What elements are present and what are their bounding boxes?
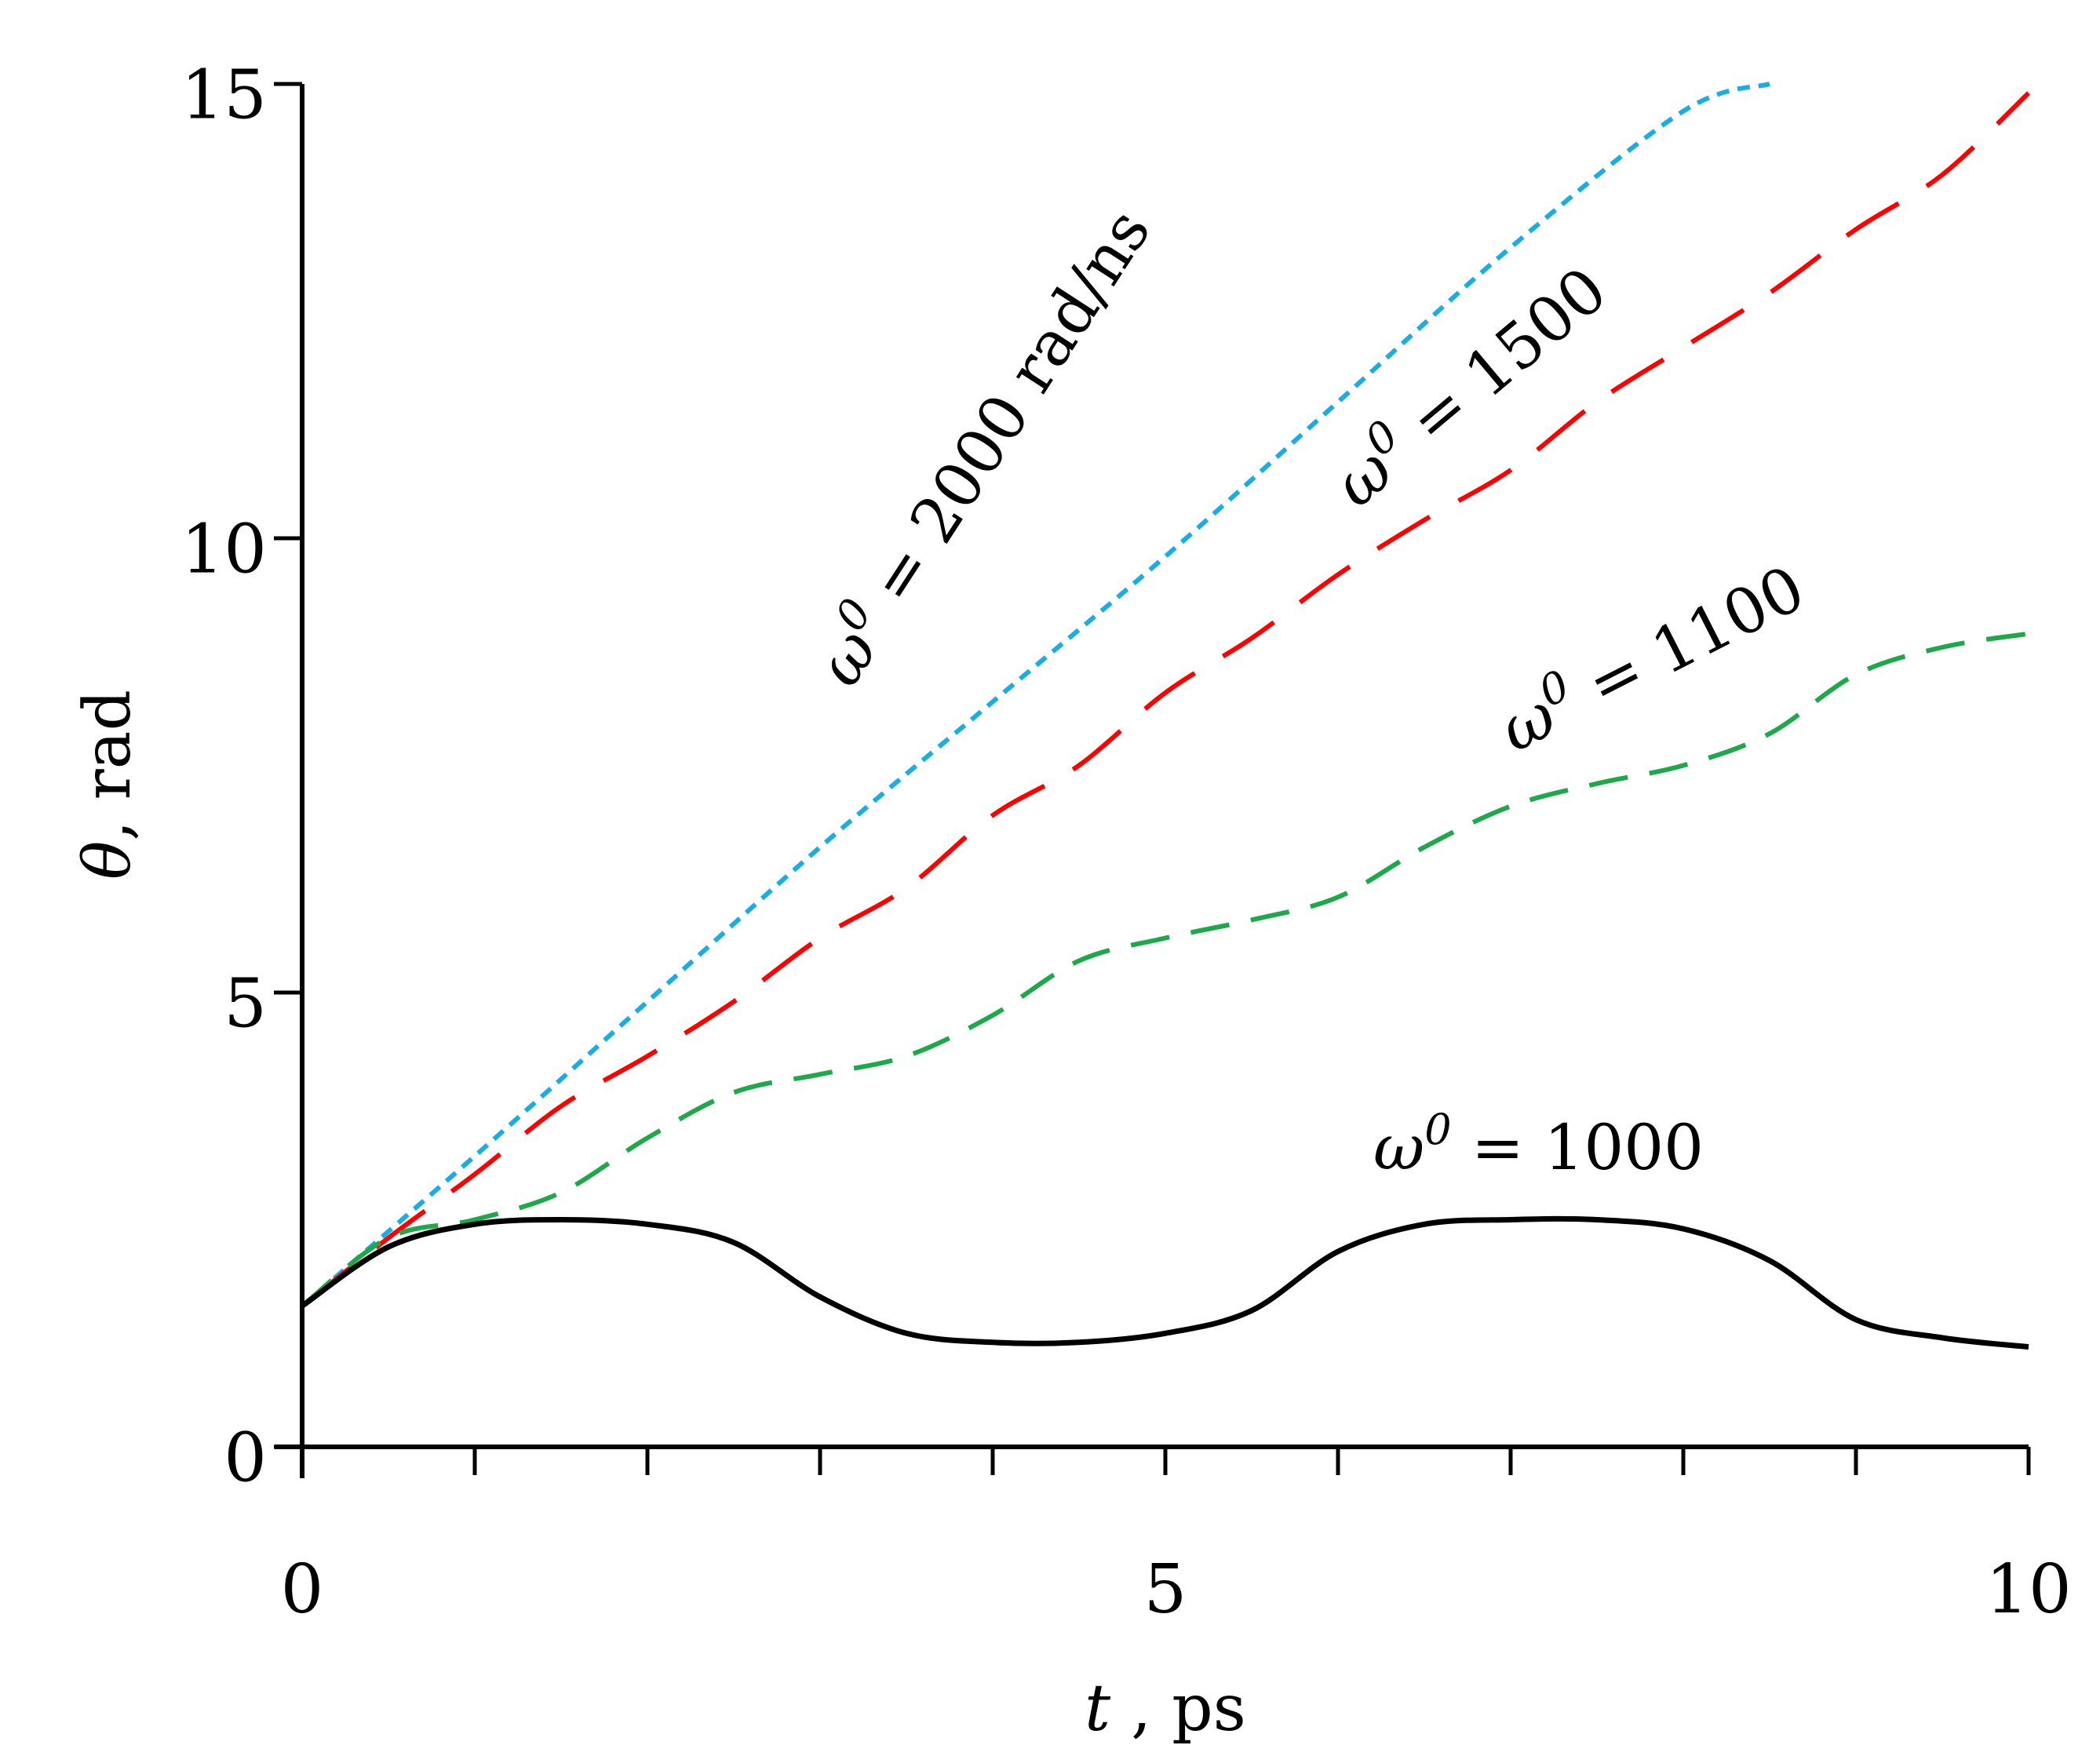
- x-tick-label: 10: [1985, 1550, 2071, 1629]
- y-tick-label: 15: [181, 56, 267, 135]
- y-axis-symbol: θ: [71, 841, 145, 880]
- annotation-text: = 1000: [1452, 1111, 1704, 1184]
- annotation-2000: ω0 = 2000 rad/ns: [797, 193, 1165, 699]
- series-layer: [301, 82, 2031, 1350]
- y-tick-label: 0: [224, 1419, 267, 1498]
- omega-symbol: ω: [803, 616, 892, 698]
- x-axis-symbol: t: [1085, 1671, 1111, 1746]
- x-axis-title: t , ps: [1085, 1671, 1246, 1746]
- annotation-1500: ω0 = 1500: [1316, 249, 1620, 522]
- omega-symbol: ω: [1373, 1111, 1424, 1184]
- annotation-text: = 2000 rad/ns: [845, 196, 1165, 633]
- x-axis-unit: , ps: [1110, 1671, 1246, 1746]
- series-line-3: [301, 1215, 2029, 1350]
- series-line-0: [301, 82, 1770, 1308]
- y-tick-label: 5: [224, 965, 267, 1044]
- y-axis-title: θ, rad: [71, 690, 145, 880]
- y-tick-label: 10: [181, 511, 267, 589]
- superscript: 0: [1424, 1105, 1451, 1154]
- annotation-1000: ω0 = 1000: [1373, 1105, 1704, 1184]
- y-axis-unit: , rad: [71, 690, 145, 841]
- tick-layer: [274, 82, 2031, 1475]
- annotation-text: = 1500: [1380, 253, 1621, 472]
- x-tick-label: 5: [1144, 1550, 1187, 1629]
- annotation-text: = 1100: [1558, 552, 1816, 731]
- x-tick-label: 0: [281, 1550, 324, 1629]
- series-line-1: [301, 91, 2031, 1308]
- series-line-2: [301, 631, 2029, 1308]
